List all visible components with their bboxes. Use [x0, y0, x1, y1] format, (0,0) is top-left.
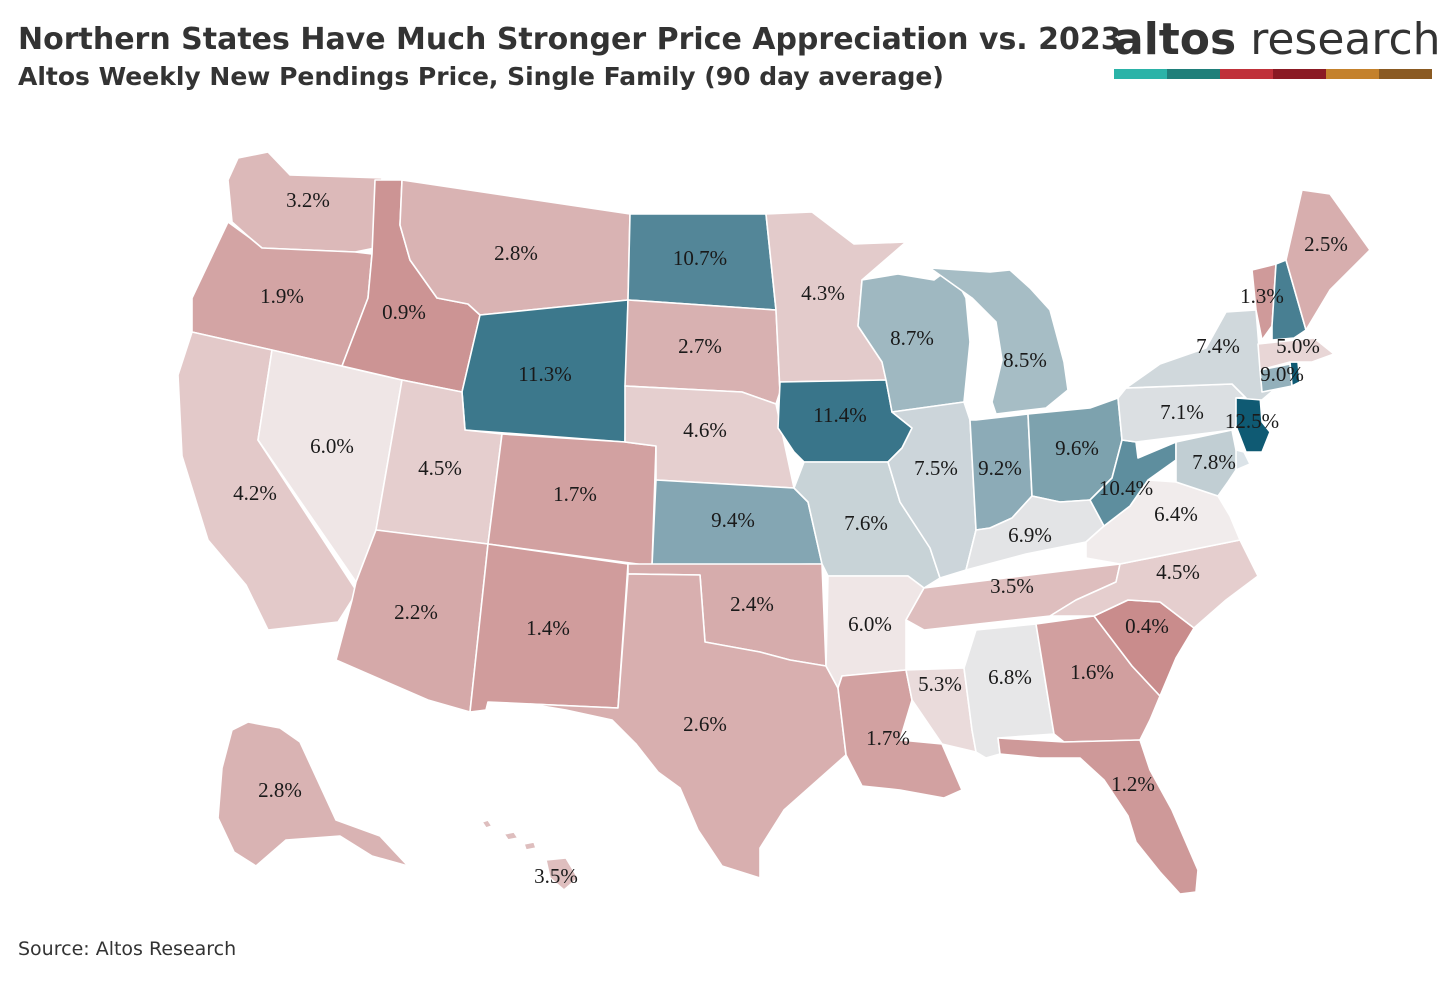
logo-color-bar — [1114, 69, 1432, 79]
logo-word-light: research — [1236, 14, 1441, 65]
state-label-mi: 8.5% — [1003, 348, 1047, 372]
state-tx — [529, 573, 847, 879]
state-label-nd: 10.7% — [673, 246, 727, 270]
state-label-mt: 2.8% — [494, 241, 538, 265]
state-label-ct: 9.0% — [1260, 362, 1304, 386]
state-value-labels: 3.2% 1.9% 4.2% 6.0% 0.9% 2.8% 11.3% 4.5% 1.7% 2.2… — [233, 188, 1348, 888]
logo-bar-segment — [1273, 69, 1326, 79]
state-label-az: 2.2% — [394, 600, 438, 624]
logo-bar-segment — [1114, 69, 1167, 79]
state-ma — [1257, 337, 1335, 371]
state-label-nj: 12.5% — [1225, 409, 1279, 433]
state-label-nm: 1.4% — [526, 616, 570, 640]
logo-bar-segment — [1379, 69, 1432, 79]
state-label-ok: 2.4% — [730, 592, 774, 616]
state-label-la: 1.7% — [866, 726, 910, 750]
state-wi — [857, 267, 971, 413]
state-label-wi: 8.7% — [890, 326, 934, 350]
state-label-or: 1.9% — [260, 284, 304, 308]
state-label-id: 0.9% — [382, 300, 426, 324]
state-label-il: 7.5% — [914, 456, 958, 480]
state-label-tn: 3.5% — [990, 574, 1034, 598]
state-mi — [929, 267, 1069, 415]
state-label-nv: 6.0% — [310, 434, 354, 458]
state-label-fl: 1.2% — [1111, 772, 1155, 796]
state-me — [1285, 189, 1371, 331]
state-label-wa: 3.2% — [286, 188, 330, 212]
state-label-ia: 11.4% — [813, 403, 866, 427]
state-label-ca: 4.2% — [233, 481, 277, 505]
state-label-nc: 4.5% — [1156, 560, 1200, 584]
state-label-ne: 4.6% — [683, 418, 727, 442]
state-label-oh: 9.6% — [1055, 436, 1099, 460]
us-map-svg: 3.2% 1.9% 4.2% 6.0% 0.9% 2.8% 11.3% 4.5% 1.7% 2.2… — [177, 151, 1371, 895]
logo-word-bold: altos — [1114, 14, 1237, 65]
state-vt — [1251, 263, 1277, 341]
state-label-me: 2.5% — [1304, 232, 1348, 256]
state-md — [1175, 429, 1251, 497]
logo-wordmark: altos research — [1114, 14, 1441, 65]
state-label-co: 1.7% — [553, 482, 597, 506]
state-label-in: 9.2% — [978, 456, 1022, 480]
state-label-mo: 7.6% — [844, 511, 888, 535]
state-label-al: 6.8% — [988, 665, 1032, 689]
state-label-hi: 3.5% — [534, 864, 578, 888]
state-fl — [997, 737, 1199, 895]
state-label-wy: 11.3% — [518, 362, 571, 386]
state-de — [1235, 449, 1251, 471]
state-label-va: 6.4% — [1154, 502, 1198, 526]
logo-bar-segment — [1220, 69, 1273, 79]
logo-bar-segment — [1167, 69, 1220, 79]
state-label-vt: 1.3% — [1240, 284, 1284, 308]
state-label-wv: 10.4% — [1099, 476, 1153, 500]
state-il — [887, 401, 977, 579]
state-label-tx: 2.6% — [683, 712, 727, 736]
state-label-md: 7.8% — [1192, 450, 1236, 474]
chart-title: Northern States Have Much Stronger Price… — [18, 22, 1122, 57]
state-label-ma: 5.0% — [1276, 334, 1320, 358]
us-choropleth-map: 3.2% 1.9% 4.2% 6.0% 0.9% 2.8% 11.3% 4.5% 1.7% 2.2… — [0, 130, 1456, 910]
state-shapes — [177, 151, 1371, 895]
chart-subtitle: Altos Weekly New Pendings Price, Single … — [18, 62, 944, 91]
state-label-ny: 7.4% — [1196, 334, 1240, 358]
state-hi — [481, 819, 579, 891]
state-label-ms: 5.3% — [918, 672, 962, 696]
state-label-mn: 4.3% — [801, 281, 845, 305]
state-label-sd: 2.7% — [678, 334, 722, 358]
state-label-ak: 2.8% — [258, 778, 302, 802]
state-label-ga: 1.6% — [1070, 660, 1114, 684]
source-note: Source: Altos Research — [18, 938, 237, 960]
altos-research-logo: altos research — [1114, 14, 1441, 82]
state-label-pa: 7.1% — [1160, 400, 1204, 424]
state-nc — [1049, 539, 1259, 629]
state-label-ks: 9.4% — [711, 508, 755, 532]
state-label-sc: 0.4% — [1125, 614, 1169, 638]
logo-bar-segment — [1326, 69, 1379, 79]
state-label-ar: 6.0% — [848, 612, 892, 636]
state-ky — [965, 495, 1105, 571]
state-label-ky: 6.9% — [1008, 523, 1052, 547]
state-ak — [217, 721, 409, 867]
state-label-ut: 4.5% — [418, 456, 462, 480]
